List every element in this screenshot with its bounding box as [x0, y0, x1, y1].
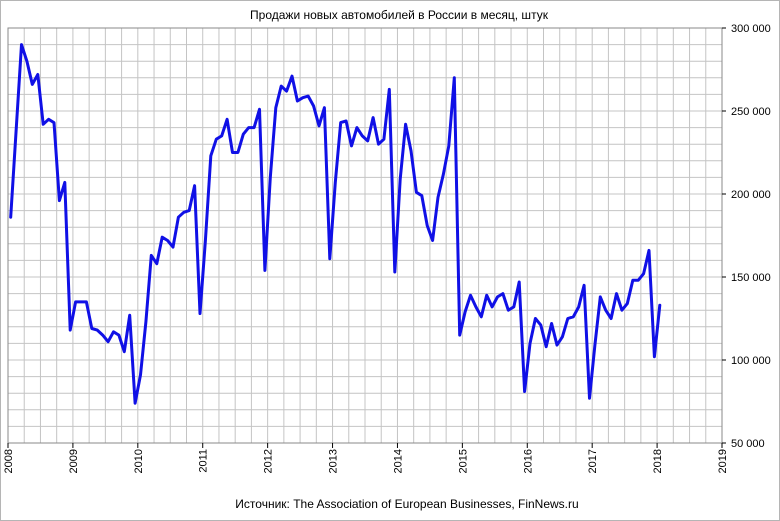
y-tick-label: 100 000	[731, 355, 771, 367]
x-tick-label: 2008	[3, 449, 15, 473]
chart-title: Продажи новых автомобилей в России в мес…	[250, 8, 549, 22]
y-tick-label: 150 000	[731, 272, 771, 284]
x-tick-label: 2016	[522, 449, 534, 473]
x-tick-label: 2009	[68, 449, 80, 473]
source-note: Источник: The Association of European Bu…	[235, 497, 578, 511]
x-tick-label: 2013	[328, 449, 340, 473]
x-tick-label: 2014	[392, 449, 404, 473]
y-tick-label: 50 000	[731, 438, 765, 450]
x-tick-label: 2017	[587, 449, 599, 473]
y-tick-label: 300 000	[731, 23, 771, 35]
sales-series-line	[9, 43, 662, 405]
y-tick-label: 250 000	[731, 106, 771, 118]
x-tick-label: 2011	[198, 449, 210, 473]
x-tick-label: 2010	[133, 449, 145, 473]
x-tick-label: 2015	[457, 449, 469, 473]
y-tick-label: 200 000	[731, 189, 771, 201]
x-axis: 2008 2009 2010 2011 2012 2013 2014 2015 2016 2017…	[3, 443, 729, 473]
x-tick-label: 2012	[263, 449, 275, 473]
x-tick-label: 2019	[717, 449, 729, 473]
series-group	[9, 43, 662, 405]
y-axis: 50 000 100 000 150 000 200 000 250 000 300 00…	[722, 23, 771, 450]
gridlines	[7, 27, 723, 444]
plot-area	[7, 27, 723, 444]
x-tick-label: 2018	[652, 449, 664, 473]
